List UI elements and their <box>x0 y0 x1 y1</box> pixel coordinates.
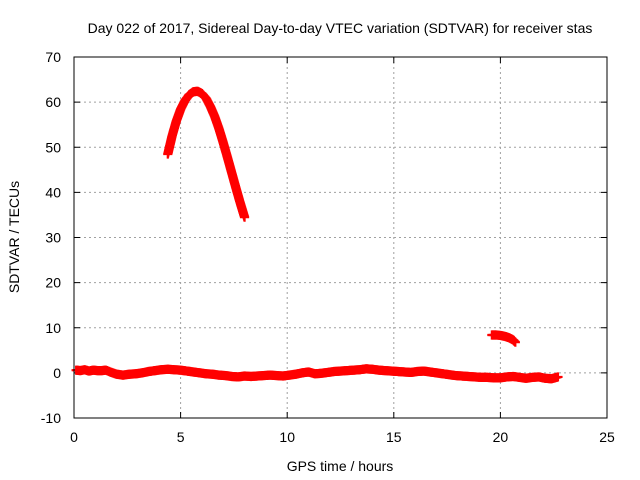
axis-ticks: 0 5 10 15 20 25 -10 0 10 20 30 40 50 60 70 <box>41 49 615 445</box>
series-arc <box>163 86 250 222</box>
x-tick-label: 10 <box>279 429 295 445</box>
series-late-segment <box>487 330 520 347</box>
x-tick-label: 15 <box>386 429 402 445</box>
data-series <box>71 86 563 384</box>
x-tick-label: 0 <box>70 429 78 445</box>
y-tick-label: 60 <box>45 94 61 110</box>
x-axis-label: GPS time / hours <box>287 458 394 474</box>
y-tick-label: 10 <box>45 320 61 336</box>
y-axis-label: SDTVAR / TECUs <box>6 181 22 293</box>
gridlines <box>74 57 607 418</box>
y-tick-label: 0 <box>53 365 61 381</box>
data-point <box>553 372 563 382</box>
series-baseline <box>71 364 563 384</box>
y-tick-label: -10 <box>41 410 61 426</box>
y-tick-label: 30 <box>45 230 61 246</box>
x-tick-label: 20 <box>493 429 509 445</box>
y-tick-label: 50 <box>45 139 61 155</box>
data-point <box>510 337 520 347</box>
chart-title: Day 022 of 2017, Sidereal Day-to-day VTE… <box>88 20 593 36</box>
y-tick-label: 40 <box>45 184 61 200</box>
x-tick-label: 5 <box>177 429 185 445</box>
x-tick-label: 25 <box>599 429 615 445</box>
y-tick-label: 70 <box>45 49 61 65</box>
y-tick-label: 20 <box>45 275 61 291</box>
plot-frame <box>73 56 608 419</box>
data-point <box>239 212 250 222</box>
